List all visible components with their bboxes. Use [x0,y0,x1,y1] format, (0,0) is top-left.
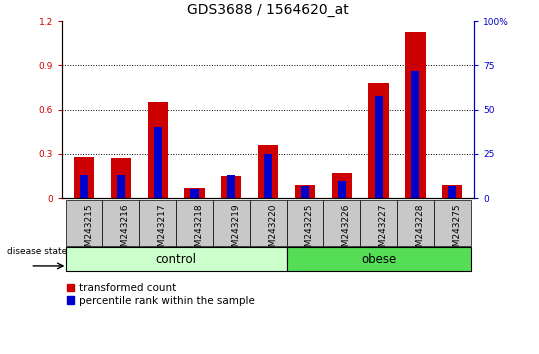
Bar [375,96,383,198]
Bar [434,200,471,246]
Legend: transformed count, percentile rank within the sample: transformed count, percentile rank withi… [67,283,254,306]
Text: GSM243228: GSM243228 [416,204,424,258]
Bar [301,186,309,198]
Bar [148,102,168,198]
Bar [176,200,213,246]
Bar [442,185,462,198]
Text: GSM243220: GSM243220 [268,204,277,258]
Text: GSM243215: GSM243215 [84,204,93,258]
Text: control: control [156,253,197,266]
Bar [287,200,323,246]
Bar [154,127,162,198]
Text: GSM243225: GSM243225 [305,204,314,258]
Text: GSM243219: GSM243219 [231,204,240,258]
Bar [405,32,425,198]
Bar [80,175,88,198]
Bar [264,154,272,198]
Bar [190,189,198,198]
Bar [295,185,315,198]
Bar [331,173,352,198]
Text: GSM243218: GSM243218 [195,204,204,258]
Bar [66,200,102,246]
Bar [448,186,457,198]
Bar [117,175,125,198]
Bar [360,200,397,246]
Bar [102,200,139,246]
Text: GSM243217: GSM243217 [158,204,167,258]
Bar [369,83,389,198]
Bar [338,181,346,198]
Bar [411,71,419,198]
Bar [213,200,250,246]
Title: GDS3688 / 1564620_at: GDS3688 / 1564620_at [187,4,349,17]
Bar [258,145,278,198]
Bar [139,200,176,246]
Bar [221,176,241,198]
Bar [184,188,205,198]
Text: GSM243227: GSM243227 [378,204,388,258]
Text: GSM243216: GSM243216 [121,204,130,258]
Text: GSM243275: GSM243275 [452,204,461,258]
Text: GSM243226: GSM243226 [342,204,351,258]
Text: disease state: disease state [6,246,67,256]
Bar [66,247,287,271]
Bar [287,247,471,271]
Bar [397,200,434,246]
Bar [74,157,94,198]
Bar [111,159,131,198]
Text: obese: obese [361,253,396,266]
Bar [250,200,287,246]
Bar [227,175,236,198]
Bar [323,200,360,246]
